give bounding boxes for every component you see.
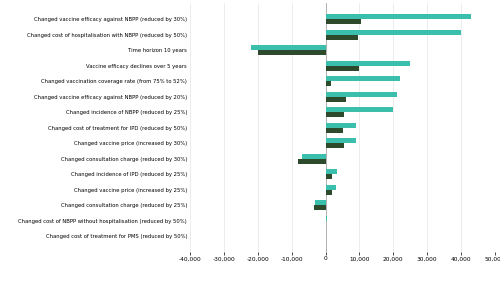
- Bar: [326, 76, 400, 81]
- Bar: [326, 169, 338, 174]
- Bar: [298, 159, 326, 164]
- Bar: [326, 190, 332, 195]
- Bar: [251, 45, 326, 50]
- Bar: [326, 30, 461, 35]
- Bar: [326, 143, 344, 148]
- Bar: [326, 92, 396, 97]
- Bar: [326, 14, 472, 19]
- Bar: [326, 35, 358, 40]
- Bar: [302, 154, 326, 159]
- Bar: [314, 205, 326, 210]
- Bar: [326, 61, 410, 66]
- Bar: [326, 97, 346, 102]
- Bar: [326, 81, 330, 86]
- Bar: [326, 185, 336, 190]
- Bar: [326, 19, 361, 24]
- Bar: [326, 66, 360, 70]
- Bar: [326, 123, 356, 128]
- Bar: [326, 112, 344, 117]
- Bar: [258, 50, 326, 55]
- Bar: [326, 138, 356, 143]
- Bar: [316, 200, 326, 205]
- Bar: [326, 174, 332, 179]
- Bar: [326, 128, 342, 133]
- Bar: [326, 107, 394, 112]
